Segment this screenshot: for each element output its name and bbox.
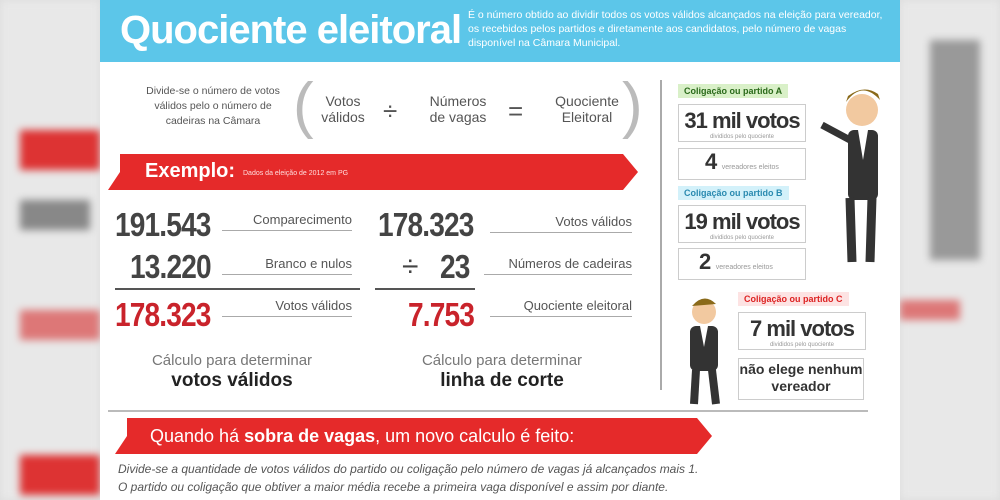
heading-part: , um novo calculo é feito: [375,426,575,446]
formula-term: Números de vagas [429,93,487,125]
footer-line: O partido ou coligação que obtiver a mai… [118,480,669,494]
character-happy [820,89,880,263]
number: 13.220 [130,248,212,285]
description: É o número obtido ao dividir todos os vo… [468,9,883,49]
seats-label: vereadores eleitos [721,164,779,171]
caption-bold: linha de corte [440,370,564,391]
row-label: Votos válidos [490,214,632,233]
seats-box: 2 vereadores eleitos [678,248,806,280]
example-banner [108,154,638,190]
footer-line: Divide-se a quantidade de votos válidos … [118,462,699,476]
row-label: Números de cadeiras [484,256,632,275]
example-note: Dados da eleição de 2012 em PG [243,170,349,177]
divider [108,410,868,412]
operator: ÷ [402,250,419,283]
sum-line [115,288,360,290]
formula-intro: Divide-se o número de votos válidos pelo… [146,85,280,127]
votes: 19 mil votos [684,209,800,234]
row-label: Branco e nulos [222,256,352,275]
number: 191.543 [115,206,211,243]
note: divididos pelo quociente [709,134,775,140]
note: divididos pelo quociente [769,342,835,348]
title: Quociente eleitoral [120,8,462,52]
row-label: Votos válidos [222,298,352,317]
number: 23 [440,248,470,285]
formula-term: Votos válidos [321,93,365,125]
formula-operator: ÷ [383,96,398,126]
result-number: 178.323 [115,296,211,333]
row-label: Comparecimento [222,212,352,231]
example-label: Exemplo: [145,160,236,182]
heading-bold: sobra de vagas [244,426,376,446]
seats: 2 [699,249,712,274]
header-band [100,0,900,62]
caption: Cálculo para determinar [151,352,313,369]
result-number: 7.753 [408,296,475,333]
character-sad [690,298,720,405]
coalition-name: Coligação ou partido C [738,292,849,306]
formula-operator: = [508,96,524,126]
formula-term: Quociente Eleitoral [555,93,619,125]
note: divididos pelo quociente [709,235,775,241]
coalition-name: Coligação ou partido A [678,84,789,98]
blurred-side [0,0,100,500]
heading-part: Quando há [150,426,245,446]
paren: ( [293,71,314,140]
division-line [375,288,475,290]
divider [660,80,662,390]
number: 178.323 [378,206,474,243]
caption-bold: votos válidos [171,370,293,391]
paren: ) [622,71,643,140]
votes: 31 mil votos [684,108,800,133]
votes-box: 19 mil votos divididos pelo quociente [678,205,806,243]
seats-box: 4 vereadores eleitos [678,148,806,180]
caption: Cálculo para determinar [421,352,583,369]
votes-box: 7 mil votos divididos pelo quociente [738,312,866,350]
footer-banner [115,418,712,454]
result: não elege nenhum vereador [738,358,864,400]
blurred-side [900,0,1000,500]
row-label: Quociente eleitoral [490,298,632,317]
votes-box: 31 mil votos divididos pelo quociente [678,104,806,142]
footer-heading: Quando há sobra de vagas, um novo calcul… [150,426,574,447]
votes: 7 mil votos [750,316,855,341]
seats-label: vereadores eleitos [715,264,773,271]
seats: 4 [705,149,718,174]
coalition-name: Coligação ou partido B [678,186,789,200]
